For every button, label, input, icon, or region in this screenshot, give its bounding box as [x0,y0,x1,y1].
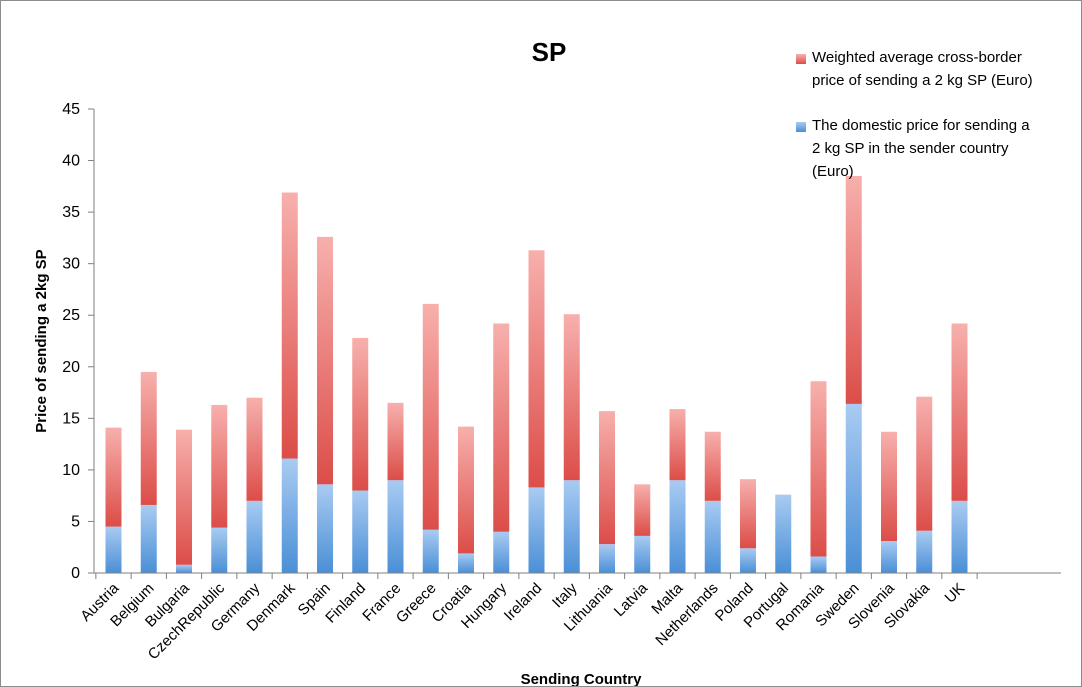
bar-domestic-croatia [458,553,474,573]
y-tick-label: 40 [62,153,80,170]
bar-cross-border-romania [810,381,827,557]
bar-domestic-sweden [845,403,862,573]
bar-cross-border-croatia [458,426,474,554]
y-tick-label: 0 [71,565,80,582]
bar-domestic-czechrepublic [211,527,228,573]
y-tick-label: 35 [62,204,80,221]
bar-cross-border-austria [105,427,122,527]
bar-cross-border-spain [317,236,333,485]
y-axis: 0 5 10 15 20 25 30 35 40 45 [62,101,95,582]
bar-cross-border-italy [563,314,580,481]
y-tick-label: 30 [62,256,80,273]
bar-cross-border-malta [669,409,686,481]
bar-domestic-lithuania [599,544,615,573]
x-axis-label: Sending Country [521,671,642,686]
x-tick-label: Ireland [501,580,545,624]
bar-domestic-poland [740,548,756,573]
bar-domestic-bulgaria [176,564,192,573]
bar-cross-border-finland [352,337,369,491]
bar-domestic-malta [669,480,686,573]
legend-swatch [796,54,806,64]
bar-domestic-slovenia [881,541,897,573]
bar-cross-border-sweden [845,176,862,404]
y-tick-label: 10 [62,462,80,479]
bar-cross-border-ireland [528,250,545,488]
bar-domestic-hungary [493,531,510,573]
bar-domestic-greece [422,529,439,573]
x-tick-label: Finland [322,580,369,627]
bar-cross-border-slovakia [916,396,933,531]
bar-domestic-ireland [528,487,545,573]
chart-title: SP [532,37,567,67]
bar-cross-border-france [387,402,404,481]
legend-label: Weighted average cross-border price of se… [812,49,1033,89]
x-tick-label: Latvia [611,579,652,620]
bar-cross-border-hungary [493,323,510,532]
bar-domestic-spain [317,484,333,573]
bar-cross-border-denmark [281,192,298,459]
bar-cross-border-bulgaria [176,429,192,565]
x-tick-label: UK [942,580,969,607]
legend-item-cross-border: Weighted average cross-border price of se… [796,49,1033,89]
legend-swatch [796,122,806,132]
legend: Weighted average cross-border price of se… [796,49,1033,180]
bar-domestic-belgium [140,504,157,573]
bar-cross-border-netherlands [704,431,721,501]
y-tick-label: 20 [62,359,80,376]
bar-domestic-finland [352,490,369,573]
bar-domestic-uk [951,500,968,573]
bar-domestic-austria [105,526,122,573]
bar-domestic-portugal [775,494,792,573]
bar-cross-border-latvia [634,484,651,536]
bar-domestic-romania [810,556,827,573]
bar-cross-border-uk [951,323,968,501]
bars-group [105,176,968,573]
bar-cross-border-germany [246,397,263,501]
y-tick-label: 25 [62,307,80,324]
bar-cross-border-lithuania [599,411,615,545]
bar-cross-border-poland [740,479,756,549]
y-tick-label: 45 [62,101,80,118]
y-axis-label: Price of sending a 2kg SP [33,249,50,432]
bar-cross-border-czechrepublic [211,404,228,528]
y-tick-label: 15 [62,410,80,427]
bar-domestic-italy [563,480,580,573]
x-axis: AustriaBelgiumBulgariaCzechRepublicGerma… [77,572,1061,663]
bar-domestic-germany [246,500,263,573]
bar-domestic-france [387,480,404,573]
x-tick-label: Greece [393,580,440,627]
bar-domestic-denmark [281,458,298,573]
bar-domestic-slovakia [916,530,933,573]
bar-cross-border-greece [422,303,439,530]
bar-domestic-netherlands [704,500,721,573]
y-tick-label: 5 [71,513,80,530]
bar-cross-border-slovenia [881,431,897,542]
bar-cross-border-belgium [140,371,157,505]
bar-domestic-latvia [634,535,651,573]
